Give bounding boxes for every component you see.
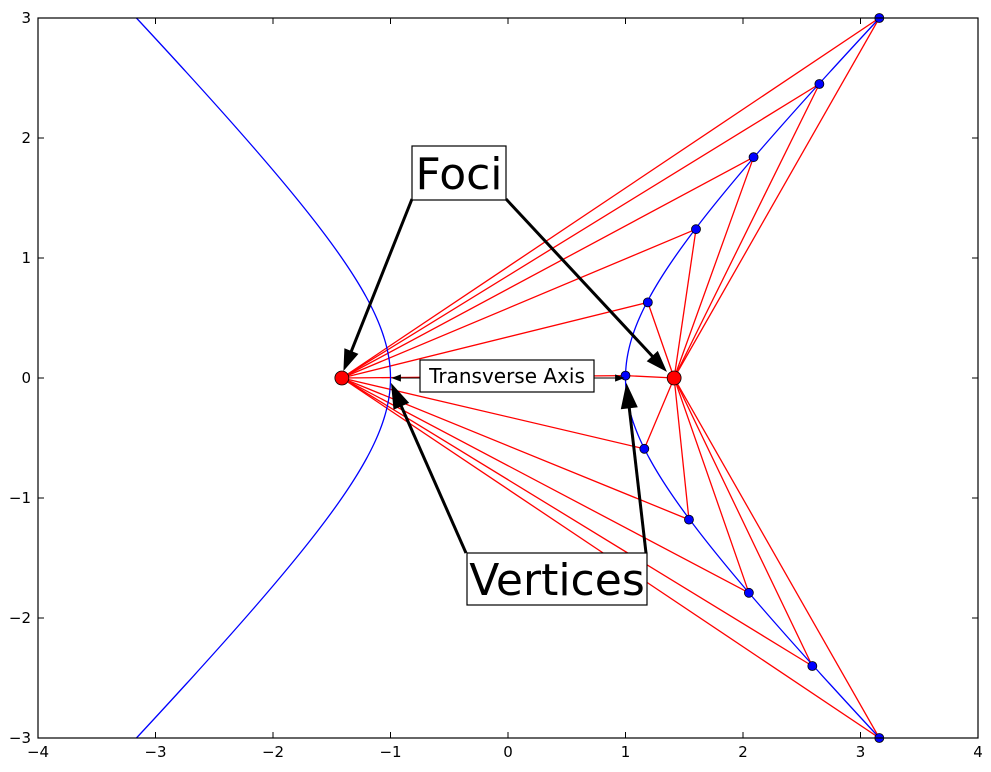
hyperbola-point [814, 79, 825, 89]
x-tick-label: 3 [856, 743, 866, 761]
focal-line [625, 374, 675, 379]
transverse-axis-annotation-label: Transverse Axis [428, 364, 585, 388]
foci-arrow-right-head [646, 350, 667, 372]
y-tick-label: 0 [21, 369, 31, 387]
vertices-arrow-left-head [390, 382, 410, 410]
x-tick-label: −4 [27, 743, 49, 761]
focal-line [673, 377, 690, 520]
focal-line [643, 377, 675, 450]
foci-annotation-box [411, 145, 507, 201]
vertices-arrow-right-shaft [627, 407, 648, 554]
hyperbola-point [743, 587, 754, 598]
foci-arrow-left-shaft [349, 198, 414, 352]
focal-line [341, 18, 880, 379]
focal-line [673, 377, 750, 594]
transverse-axis-annotation-box [419, 359, 595, 393]
focus-point [334, 370, 350, 386]
focal-line [673, 18, 880, 379]
y-tick-label: 1 [21, 249, 31, 267]
hyperbola-point [748, 152, 759, 163]
foci-arrow-right-shaft [504, 197, 654, 358]
foci-arrow-left-head [343, 348, 359, 372]
y-tick-label: 3 [21, 9, 31, 27]
y-tick-label: −3 [9, 729, 31, 747]
vertices-arrow-left-shaft [399, 405, 468, 554]
y-tick-label: −2 [9, 609, 31, 627]
hyperbola-point [684, 514, 694, 525]
focal-line [673, 377, 880, 738]
focal-line [341, 377, 813, 667]
hyperbola-point [642, 297, 653, 308]
x-tick-label: −1 [379, 743, 401, 761]
focal-line [341, 83, 820, 379]
transverse-arrow-right-head [615, 374, 625, 382]
focal-line [673, 377, 813, 667]
focal-line [673, 83, 820, 379]
x-tick-label: 0 [503, 743, 513, 761]
focus-point [666, 370, 682, 386]
x-tick-label: −2 [262, 743, 284, 761]
hyperbola-point [807, 661, 818, 671]
x-tick-label: 1 [621, 743, 631, 761]
focal-line [341, 156, 754, 379]
focal-line [673, 156, 755, 379]
focal-line [341, 228, 697, 379]
y-tick-label: −1 [9, 489, 31, 507]
x-tick-label: 4 [973, 743, 983, 761]
vertices-annotation-box [466, 552, 648, 606]
focal-line [673, 229, 697, 379]
focal-line [341, 301, 648, 379]
hyperbola-point [691, 224, 701, 235]
vertices-arrow-right-head [620, 382, 638, 410]
focal-line [341, 377, 750, 594]
focal-line [647, 302, 675, 379]
foci-annotation-label: Foci [415, 149, 502, 200]
y-tick-label: 2 [21, 129, 31, 147]
x-tick-label: 2 [738, 743, 748, 761]
hyperbola-point [639, 443, 650, 454]
x-tick-label: −3 [144, 743, 166, 761]
hyperbola-left-branch [135, 18, 392, 738]
transverse-arrow-left-head [391, 374, 401, 382]
vertices-annotation-label: Vertices [469, 555, 645, 606]
